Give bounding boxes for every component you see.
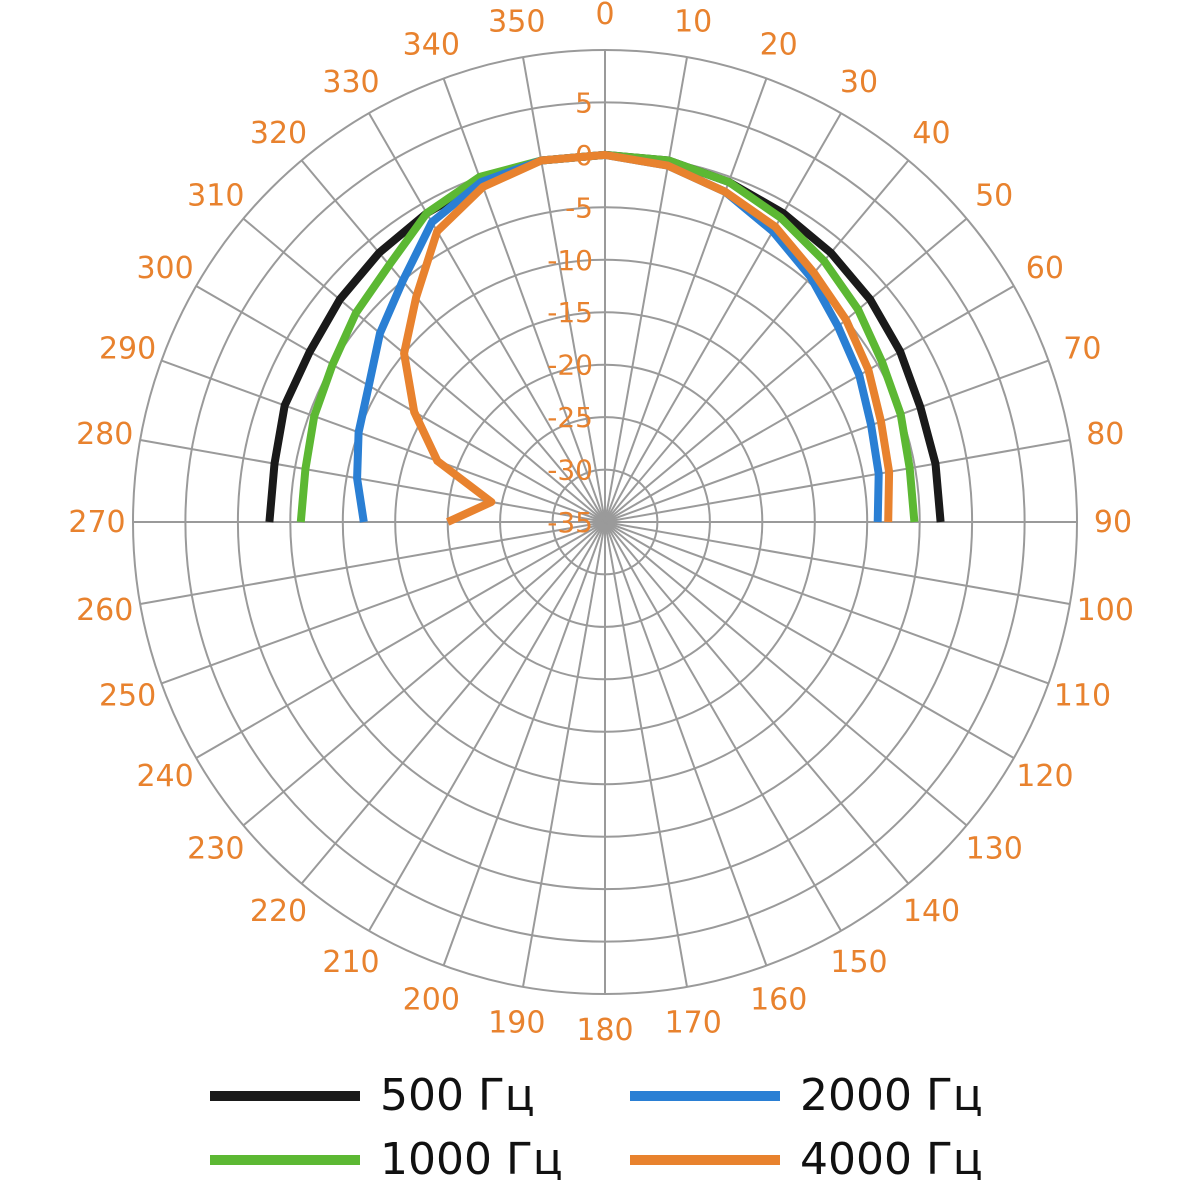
radial-tick-label: -20 xyxy=(547,349,593,382)
grid-spoke xyxy=(604,439,1070,523)
angle-tick-label: 190 xyxy=(488,1005,545,1040)
grid-spoke xyxy=(604,159,910,523)
angle-tick-label: 40 xyxy=(912,116,950,151)
legend-item-1000: 1000 Гц xyxy=(210,1134,563,1185)
angle-tick-label: 20 xyxy=(760,28,798,63)
grid-spoke xyxy=(604,217,968,523)
angle-tick-label: 130 xyxy=(966,832,1023,867)
grid-spoke xyxy=(161,521,606,685)
radial-tick-label: -30 xyxy=(547,454,593,487)
legend-label-2000: 2000 Гц xyxy=(800,1070,983,1121)
angle-tick-label: 230 xyxy=(187,832,244,867)
radial-tick-label: 5 xyxy=(575,86,593,119)
grid-spoke xyxy=(604,78,768,523)
angle-tick-label: 140 xyxy=(903,894,960,929)
angle-tick-label: 310 xyxy=(187,179,244,214)
grid-spoke xyxy=(368,521,606,932)
angle-tick-label: 200 xyxy=(403,982,460,1017)
grid-spoke xyxy=(368,112,606,523)
angle-tick-label: 120 xyxy=(1016,759,1073,794)
angle-tick-label: 90 xyxy=(1094,505,1132,540)
radial-tick-label: -25 xyxy=(547,401,593,434)
angle-tick-label: 280 xyxy=(76,417,133,452)
grid-spoke xyxy=(161,359,606,523)
angle-tick-label: 270 xyxy=(68,505,125,540)
grid-spoke xyxy=(604,521,1049,685)
grid-spoke xyxy=(242,521,606,827)
legend-swatch-4000 xyxy=(630,1154,780,1165)
grid-spoke xyxy=(604,57,688,523)
grid-spoke xyxy=(140,439,606,523)
angle-tick-label: 30 xyxy=(840,65,878,100)
angle-tick-label: 170 xyxy=(665,1005,722,1040)
grid-spoke xyxy=(604,359,1049,523)
legend-item-4000: 4000 Гц xyxy=(630,1134,983,1185)
angle-tick-label: 100 xyxy=(1077,593,1134,628)
grid-spoke xyxy=(604,521,1070,605)
series-layer xyxy=(265,150,945,526)
angle-tick-label: 340 xyxy=(403,28,460,63)
legend: 500 Гц 2000 Гц 1000 Гц 4000 Гц xyxy=(200,1070,1020,1190)
legend-label-1000: 1000 Гц xyxy=(380,1134,563,1185)
angle-tick-label: 70 xyxy=(1063,331,1101,366)
grid-spoke xyxy=(604,521,768,966)
angle-tick-label: 160 xyxy=(750,982,807,1017)
angle-tick-label: 290 xyxy=(99,331,156,366)
angle-tick-label: 110 xyxy=(1054,679,1111,714)
radial-tick-label: -15 xyxy=(547,296,593,329)
grid-spoke xyxy=(604,521,688,987)
angle-tick-label: 180 xyxy=(576,1013,633,1048)
angle-tick-label: 240 xyxy=(136,759,193,794)
angle-tick-label: 60 xyxy=(1026,251,1064,286)
grid-spoke xyxy=(195,521,606,759)
angle-tick-label: 0 xyxy=(595,0,614,32)
grid-spoke xyxy=(300,159,606,523)
legend-label-4000: 4000 Гц xyxy=(800,1134,983,1185)
grid-spoke xyxy=(140,521,606,605)
grid-spoke xyxy=(604,285,1015,523)
angle-tick-label: 320 xyxy=(250,116,307,151)
grid-spoke xyxy=(604,112,842,523)
radial-tick-label: -10 xyxy=(547,244,593,277)
grid-spoke xyxy=(604,521,968,827)
angle-tick-label: 220 xyxy=(250,894,307,929)
legend-swatch-500 xyxy=(210,1090,360,1101)
grid-spoke xyxy=(604,521,1015,759)
series-line-3 xyxy=(400,150,894,526)
angle-tick-label: 10 xyxy=(674,5,712,40)
angle-tick-label: 350 xyxy=(488,5,545,40)
radial-tick-label: 0 xyxy=(575,139,593,172)
legend-swatch-1000 xyxy=(210,1154,360,1165)
angle-tick-label: 300 xyxy=(136,251,193,286)
grid-spoke xyxy=(442,78,606,523)
legend-label-500: 500 Гц xyxy=(380,1070,535,1121)
grid-spoke xyxy=(604,521,910,885)
label-layer: 0 102030405060708090100110120130140150160… xyxy=(68,0,1134,1048)
angle-tick-label: 250 xyxy=(99,679,156,714)
grid-spoke xyxy=(604,521,842,932)
radial-tick-label: -5 xyxy=(565,191,593,224)
angle-tick-label: 330 xyxy=(322,65,379,100)
grid-spoke xyxy=(442,521,606,966)
angle-tick-label: 210 xyxy=(322,945,379,980)
legend-item-500: 500 Гц xyxy=(210,1070,535,1121)
legend-swatch-2000 xyxy=(630,1090,780,1101)
polar-chart: 0 102030405060708090100110120130140150160… xyxy=(68,0,1134,1048)
legend-item-2000: 2000 Гц xyxy=(630,1070,983,1121)
angle-tick-label: 50 xyxy=(975,179,1013,214)
grid-spoke xyxy=(195,285,606,523)
grid-spoke xyxy=(300,521,606,885)
angle-tick-label: 80 xyxy=(1086,417,1124,452)
grid-spoke xyxy=(242,217,606,523)
grid-spoke xyxy=(522,57,606,523)
radial-tick-label: -35 xyxy=(547,506,593,539)
grid-spoke xyxy=(522,521,606,987)
polar-grid xyxy=(132,49,1078,995)
angle-tick-label: 150 xyxy=(830,945,887,980)
angle-tick-label: 260 xyxy=(76,593,133,628)
